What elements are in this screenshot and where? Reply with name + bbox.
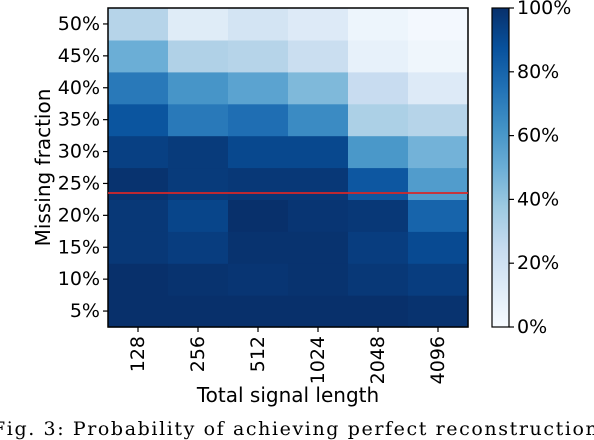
y-tick-label: 10% [58, 268, 100, 290]
heatmap-cell [168, 167, 229, 200]
colorbar-tick-label: 80% [517, 61, 559, 83]
x-tick-label: 2048 [367, 336, 389, 384]
heatmap-cell [168, 199, 229, 232]
heatmap-frame [107, 7, 469, 328]
heatmap-cell [288, 295, 349, 328]
y-tick-label: 40% [58, 77, 100, 99]
heatmap-cell [348, 71, 409, 105]
heatmap-cell [108, 135, 169, 169]
heatmap-cell [408, 8, 469, 41]
heatmap-cell [288, 263, 349, 296]
heatmap-cell [288, 103, 349, 137]
heatmap-cell [408, 71, 469, 105]
heatmap-cell [168, 263, 229, 296]
heatmap-cell [348, 199, 409, 232]
colorbar-tick-label: 60% [517, 125, 559, 147]
heatmap-cell [108, 263, 169, 296]
heatmap-cell [108, 199, 169, 232]
heatmap-cell [348, 135, 409, 169]
colorbar-tick-label: 100% [517, 0, 571, 19]
heatmap-cell [108, 103, 169, 137]
colorbar-ticks: 0% 20% 40% 60% 80% 100% [509, 0, 571, 338]
heatmap-cell [168, 231, 229, 264]
y-tick-label: 45% [58, 45, 100, 67]
x-tick-label: 1024 [307, 336, 329, 384]
y-tick-label: 50% [58, 13, 100, 35]
heatmap-cell [168, 71, 229, 105]
x-tick-label: 128 [127, 336, 149, 372]
heatmap-cell [228, 39, 289, 73]
heatmap-cell [288, 167, 349, 200]
heatmap-cell [348, 103, 409, 137]
heatmap-cell [288, 135, 349, 169]
heatmap-cell [408, 231, 469, 264]
heatmap-cell [228, 8, 289, 41]
heatmap-cell [228, 295, 289, 328]
heatmap-cell [168, 8, 229, 41]
heatmap-cell [228, 103, 289, 137]
colorbar-tick-label: 20% [517, 252, 559, 274]
x-axis-label: Total signal length [196, 383, 379, 407]
heatmap-cell [408, 199, 469, 232]
heatmap-cell [408, 135, 469, 169]
heatmap-cell [108, 71, 169, 105]
figure-caption: Fig. 3: Probability of achieving perfect… [0, 418, 594, 440]
heatmap-cell [348, 231, 409, 264]
x-tick-label: 512 [247, 336, 269, 372]
heatmap-cell [168, 39, 229, 73]
x-tick-label: 4096 [427, 336, 449, 384]
y-tick-label: 25% [58, 172, 100, 194]
heatmap-cell [288, 71, 349, 105]
heatmap-cell [168, 103, 229, 137]
heatmap-cell [108, 167, 169, 200]
heatmap-cell [228, 71, 289, 105]
x-tick-label: 256 [187, 336, 209, 372]
heatmap-cell [168, 135, 229, 169]
heatmap-cell [108, 39, 169, 73]
heatmap-cell [408, 263, 469, 296]
heatmap-cell [108, 295, 169, 328]
y-axis: 5% 10% 15% 20% 25% 30% 35% 40% 45% 50% [58, 13, 108, 322]
y-tick-label: 35% [58, 109, 100, 131]
heatmap-cell [408, 295, 469, 328]
x-axis: 128 256 512 1024 2048 4096 [127, 327, 449, 384]
colorbar-tick-label: 0% [517, 316, 547, 338]
heatmap-cell [288, 199, 349, 232]
heatmap-cell [408, 103, 469, 137]
y-tick-label: 30% [58, 141, 100, 163]
heatmap-cell [228, 263, 289, 296]
heatmap-cell [228, 199, 289, 232]
heatmap-cell [348, 263, 409, 296]
heatmap-cell [228, 135, 289, 169]
heatmap-cell [288, 231, 349, 264]
heatmap-cell [288, 8, 349, 41]
heatmap-cell [408, 39, 469, 73]
heatmap-cell [408, 167, 469, 200]
heatmap-cell [348, 39, 409, 73]
heatmap-cell [348, 8, 409, 41]
y-axis-label: Missing fraction [31, 89, 55, 247]
heatmap-cell [348, 167, 409, 200]
heatmap-cell [348, 295, 409, 328]
heatmap-cell [228, 231, 289, 264]
heatmap-cell [108, 231, 169, 264]
heatmap-cell [288, 39, 349, 73]
y-tick-label: 5% [70, 300, 100, 322]
y-tick-label: 20% [58, 204, 100, 226]
heatmap-cell [168, 295, 229, 328]
heatmap-cells [108, 8, 469, 328]
y-tick-label: 15% [58, 236, 100, 258]
heatmap-cell [108, 8, 169, 41]
heatmap-cell [228, 167, 289, 200]
colorbar-tick-label: 40% [517, 188, 559, 210]
colorbar [491, 7, 510, 328]
